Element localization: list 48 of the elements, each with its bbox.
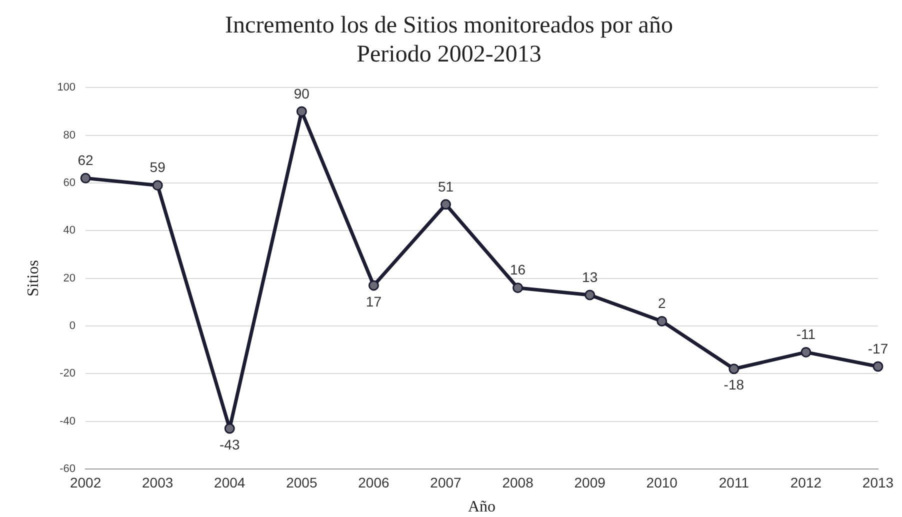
data-label: -18 <box>724 376 744 393</box>
x-tick-label: 2005 <box>286 474 318 490</box>
point <box>584 290 596 300</box>
y-tick-label: -40 <box>60 415 76 428</box>
y-tick-label: -60 <box>60 463 76 476</box>
point <box>224 423 235 434</box>
point <box>800 346 812 358</box>
point <box>152 180 163 191</box>
point <box>368 280 379 291</box>
data-label: 13 <box>582 268 598 285</box>
x-tick-label: 2004 <box>214 474 246 490</box>
data-label: -17 <box>868 340 888 356</box>
point <box>80 172 91 184</box>
data-label: 59 <box>150 159 166 176</box>
y-tick-label: 100 <box>57 82 76 94</box>
data-label: 16 <box>510 262 526 278</box>
data-label: 62 <box>78 152 94 168</box>
x-tick-label: 2011 <box>718 474 750 490</box>
y-tick-label: 80 <box>63 129 76 142</box>
x-tick-label: 2003 <box>142 474 174 490</box>
x-tick-label: 2007 <box>430 474 462 490</box>
x-tick-label: 2002 <box>70 474 102 490</box>
point <box>872 361 884 372</box>
x-tick-label: 2009 <box>574 474 606 490</box>
data-label: 2 <box>658 295 666 312</box>
y-tick-label: 40 <box>63 224 76 237</box>
y-tick-label: 60 <box>63 176 76 189</box>
chart-title: Incremento los de Sitios monitoreados por año Periodo 2002-2013 <box>225 12 673 68</box>
x-tick-label: 2008 <box>502 474 534 490</box>
x-tick-label: 2010 <box>646 474 678 490</box>
y-tick-label: 0 <box>69 320 76 332</box>
data-label: 90 <box>294 85 310 102</box>
y-tick-label: 20 <box>63 272 76 284</box>
y-tick-label: -20 <box>60 368 76 380</box>
x-axis-title: Año <box>468 498 496 516</box>
point <box>440 199 452 210</box>
point <box>296 106 307 117</box>
y-axis-title: Sitios <box>24 260 42 297</box>
data-label: -11 <box>796 326 816 342</box>
point <box>656 316 668 326</box>
point <box>512 282 524 294</box>
x-tick-label: 2012 <box>790 474 822 490</box>
data-label: 51 <box>438 178 454 194</box>
x-tick-label: 2006 <box>358 474 390 490</box>
x-tick-label: 2013 <box>862 474 894 490</box>
point <box>728 364 740 374</box>
data-label: -43 <box>220 436 240 452</box>
data-label: 17 <box>366 293 382 310</box>
